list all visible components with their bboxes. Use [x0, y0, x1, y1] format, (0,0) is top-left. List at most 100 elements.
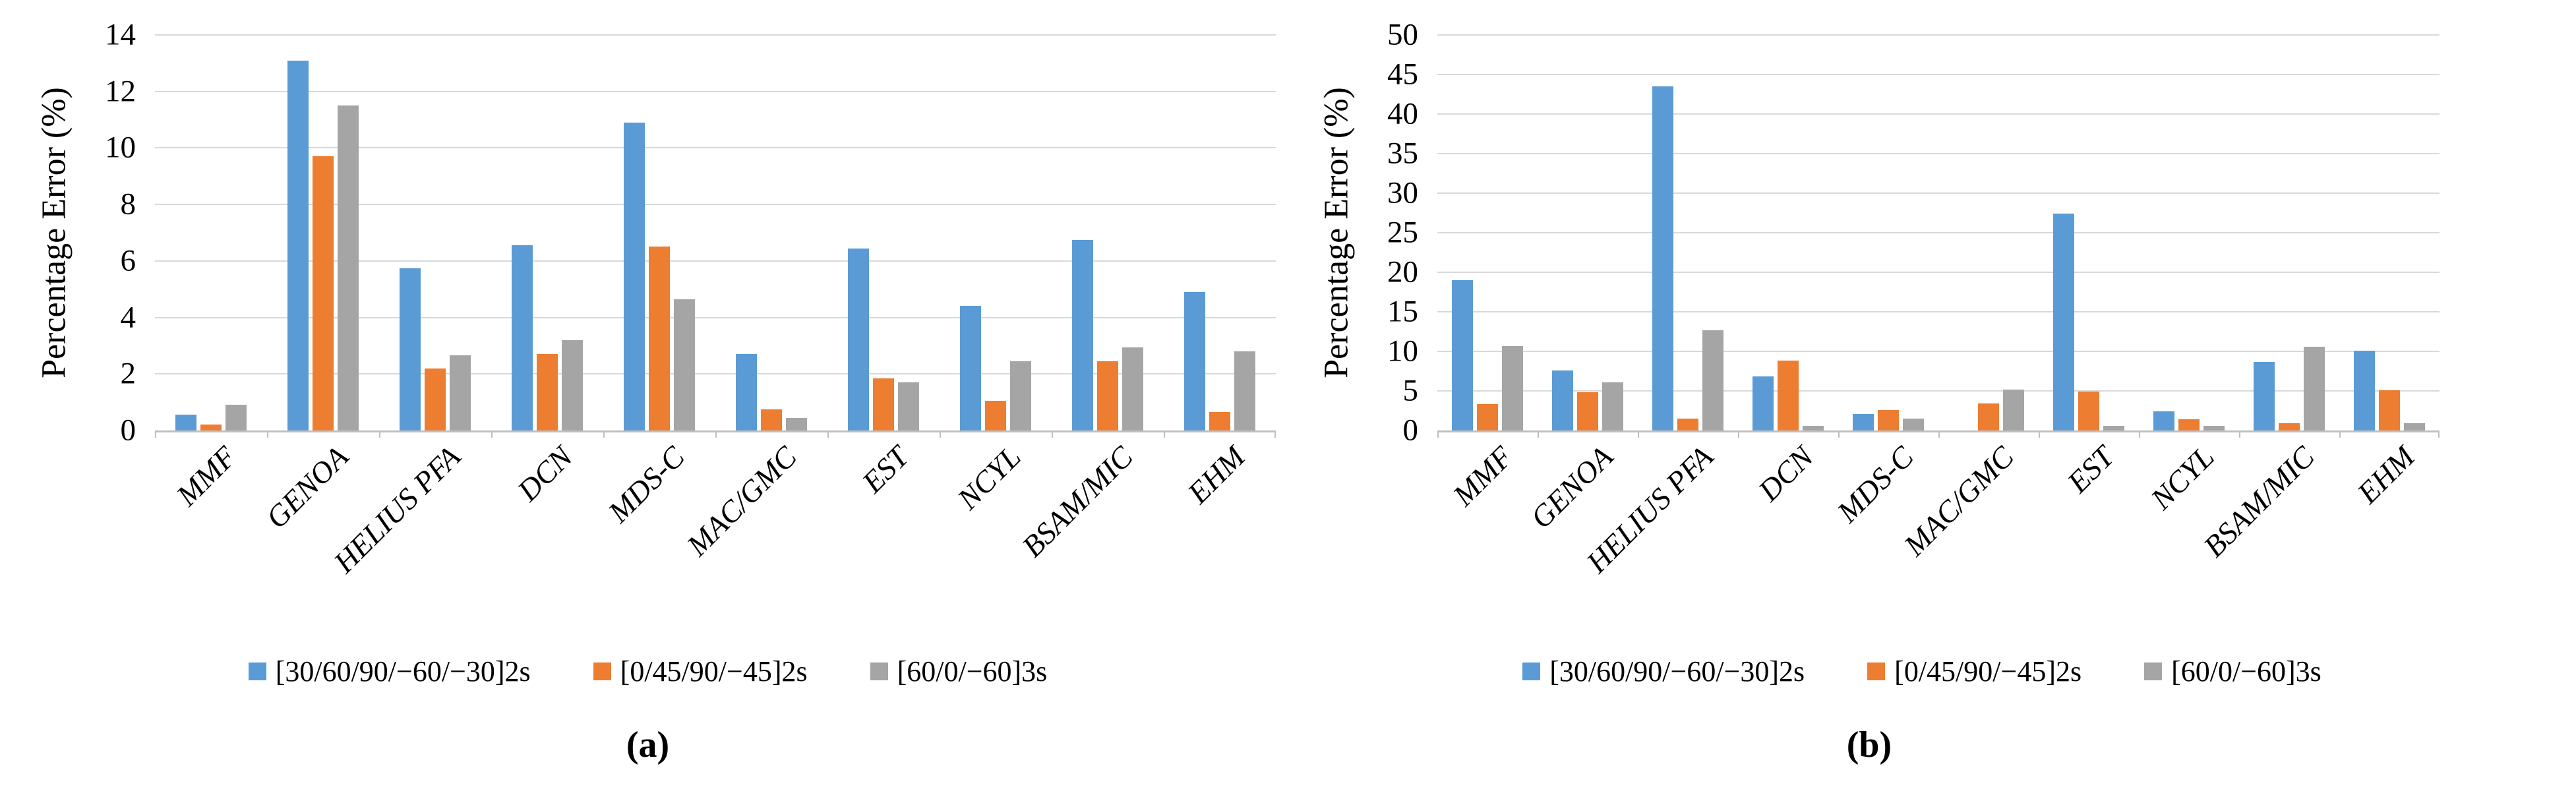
- x-axis-tick: [2139, 430, 2140, 438]
- legend-swatch: [1867, 662, 1886, 680]
- y-tick-label: 0: [1402, 413, 1419, 448]
- x-axis-tick: [491, 430, 493, 438]
- bar-group: [2339, 35, 2440, 430]
- bar: [450, 355, 471, 430]
- gridline: [155, 147, 1276, 149]
- bar: [425, 368, 446, 430]
- bar-group: [1052, 35, 1164, 430]
- bar-group: [1938, 35, 2039, 430]
- x-axis-tick: [2438, 430, 2440, 438]
- x-category-label: MMF: [1446, 439, 1519, 513]
- x-axis-tick: [715, 430, 717, 438]
- bar: [1552, 370, 1573, 430]
- bar: [898, 382, 919, 430]
- subfigure-caption: (a): [626, 724, 670, 765]
- x-category-label: GENOA: [259, 439, 355, 535]
- y-tick-label: 45: [1387, 57, 1418, 92]
- y-tick-label: 30: [1387, 175, 1418, 210]
- bar: [2379, 390, 2400, 430]
- bar-group: [940, 35, 1052, 430]
- x-axis-tick: [1538, 430, 1539, 438]
- bar: [1778, 361, 1799, 430]
- legend-label: [30/60/90/−60/−30]2s: [1549, 655, 1805, 688]
- y-tick-label: 14: [105, 17, 136, 52]
- bar-group: [2139, 35, 2239, 430]
- bar: [2053, 214, 2074, 430]
- legend-swatch: [248, 662, 266, 680]
- bar: [225, 405, 247, 430]
- x-category-label: DCN: [510, 439, 579, 508]
- subfigure-caption: (b): [1846, 724, 1892, 765]
- bar: [848, 248, 869, 430]
- gridline: [1437, 351, 2440, 352]
- bar: [175, 415, 196, 430]
- y-tick-label: 35: [1387, 136, 1418, 171]
- bar-group: [1738, 35, 1838, 430]
- bar: [1853, 413, 1874, 430]
- legend-item: [30/60/90/−60/−30]2s: [1522, 655, 1805, 688]
- legend-swatch: [870, 662, 888, 680]
- legend-label: [0/45/90/−45]2s: [1894, 655, 2082, 688]
- bar: [1477, 404, 1498, 430]
- x-category-label: NCYL: [2144, 439, 2221, 516]
- bar-group: [491, 35, 603, 430]
- bar: [1978, 403, 1999, 430]
- gridline: [1437, 272, 2440, 273]
- bar: [985, 401, 1006, 430]
- bar: [2078, 392, 2099, 430]
- y-tick-label: 10: [105, 130, 136, 165]
- bar: [2254, 362, 2275, 430]
- bar: [1803, 425, 1824, 430]
- y-tick-label: 8: [120, 187, 136, 221]
- bar: [1010, 361, 1031, 430]
- x-axis-tick: [827, 430, 829, 438]
- bar-group: [379, 35, 491, 430]
- x-axis-tick: [603, 430, 605, 438]
- bar: [786, 417, 807, 430]
- gridline: [155, 373, 1276, 375]
- x-axis-tick: [1738, 430, 1739, 438]
- bar-group: [1838, 35, 1938, 430]
- gridline: [1437, 390, 2440, 392]
- gridline: [155, 90, 1276, 92]
- x-axis-tick: [2339, 430, 2341, 438]
- bar: [1878, 409, 1899, 430]
- y-tick-label: 40: [1387, 96, 1418, 131]
- bar: [338, 105, 359, 430]
- gridline: [155, 204, 1276, 206]
- legend-label: [60/0/−60]3s: [897, 655, 1048, 688]
- y-axis-tick-labels: 0 2 4 6 8 10 12 14: [82, 19, 145, 446]
- bar: [512, 245, 533, 430]
- x-axis-tick: [1164, 430, 1165, 438]
- x-category-label: MDS-C: [601, 439, 691, 529]
- bar: [562, 339, 583, 430]
- bar-group: [2039, 35, 2139, 430]
- bar: [1122, 347, 1143, 430]
- bar-group: [155, 35, 267, 430]
- gridline: [1437, 113, 2440, 115]
- chart-b: Percentage Error (%) 0 5 10 15 20 25 30 35 40 45 5…: [1302, 5, 2542, 790]
- x-category-label: BSAM/MIC: [2197, 439, 2321, 564]
- x-category-label: EHM: [2351, 439, 2421, 510]
- bar: [1234, 351, 1255, 430]
- y-tick-label: 5: [1402, 373, 1419, 408]
- bar-group: [1538, 35, 1638, 430]
- y-tick-label: 0: [120, 413, 136, 448]
- legend-item: [60/0/−60]3s: [2144, 655, 2321, 688]
- bar-group: [603, 35, 715, 430]
- y-axis-title: Percentage Error (%): [35, 87, 73, 378]
- bar-group: [1638, 35, 1738, 430]
- legend-item: [0/45/90/−45]2s: [593, 655, 808, 688]
- x-axis-tick: [1052, 430, 1053, 438]
- gridline: [1437, 192, 2440, 194]
- bar: [1097, 361, 1118, 430]
- bar: [1184, 292, 1205, 430]
- legend-item: [60/0/−60]3s: [870, 655, 1048, 688]
- bar: [1502, 345, 1523, 430]
- bar: [1577, 392, 1598, 430]
- gridline: [155, 34, 1276, 36]
- bar: [200, 425, 222, 430]
- bar: [1452, 280, 1473, 430]
- gridline: [1437, 74, 2440, 75]
- bar: [960, 306, 981, 430]
